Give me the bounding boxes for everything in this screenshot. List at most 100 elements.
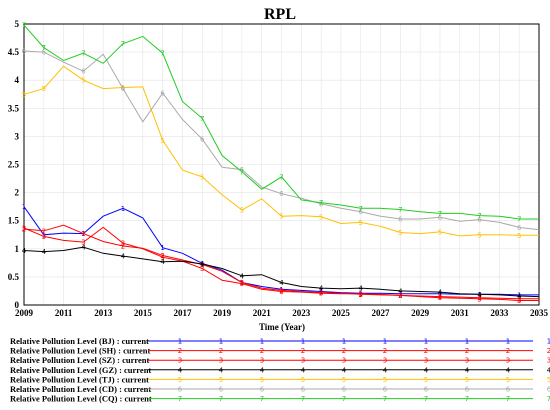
legend-entry-label: Relative Pollution Level (CQ) : current	[10, 394, 152, 404]
legend-entry-marker: 7	[342, 395, 346, 403]
y-tick-label: 1.5	[8, 216, 20, 226]
legend-entry-marker: 1	[547, 338, 550, 346]
series-marker: 1	[438, 290, 442, 298]
legend-entry-marker: 6	[547, 386, 550, 394]
legend-entry-marker: 2	[178, 347, 182, 355]
series-marker: 4	[398, 287, 403, 295]
legend-entry-marker: 1	[465, 338, 469, 346]
series-marker: 2	[200, 261, 204, 269]
x-tick-label: 2011	[55, 308, 73, 318]
legend-entry-marker: 3	[342, 357, 346, 365]
legend-entry-marker: 6	[506, 386, 511, 394]
series-marker: 2	[398, 292, 402, 300]
series-marker: 5	[319, 213, 323, 221]
legend-entry-marker: 4	[260, 366, 265, 374]
series-marker: 6	[81, 68, 86, 76]
series-marker: 1	[319, 288, 323, 296]
legend-entry-marker: 4	[219, 366, 224, 374]
legend-entry-marker: 5	[342, 376, 346, 384]
series-marker: 3	[160, 254, 164, 262]
legend-entry-marker: 2	[219, 347, 223, 355]
legend-entry-label: Relative Pollution Level (SH) : current	[10, 346, 150, 356]
series-marker: 4	[200, 260, 205, 268]
series-marker: 3	[398, 292, 402, 300]
legend-entry-label: Relative Pollution Level (GZ) : current	[10, 365, 151, 375]
series-marker: 1	[398, 290, 402, 298]
series-line-2	[23, 224, 539, 300]
legend-entry-marker: 6	[301, 386, 306, 394]
series-marker: 7	[22, 22, 26, 30]
chart-title: RPL	[264, 6, 296, 23]
series-marker: 5	[42, 85, 46, 93]
x-tick-label: 2013	[94, 308, 113, 318]
y-tick-label: 4	[15, 75, 20, 85]
y-tick-label: 2.5	[8, 160, 20, 170]
y-tick-label: 0	[15, 300, 20, 310]
series-marker: 4	[22, 247, 27, 255]
plot-frame	[23, 23, 540, 306]
legend-entry-marker: 1	[383, 338, 387, 346]
series-marker: 1	[42, 231, 46, 239]
series-marker: 7	[319, 199, 323, 207]
legend-entry-marker: 3	[383, 357, 387, 365]
series-marker: 3	[121, 240, 125, 248]
series-marker: 1	[517, 291, 521, 299]
legend-entry-marker: 7	[383, 395, 387, 403]
series-marker: 4	[358, 285, 363, 293]
series-line-3	[23, 226, 539, 301]
x-axis-label: Time (Year)	[259, 322, 305, 332]
series-marker: 6	[398, 216, 403, 224]
series-marker: 1	[279, 286, 283, 294]
series-marker: 3	[517, 297, 521, 305]
legend-entry-label: Relative Pollution Level (BJ) : current	[10, 336, 149, 346]
series-line-7	[23, 24, 539, 220]
legend-entry-marker: 4	[424, 366, 429, 374]
x-tick-label: 2019	[213, 308, 232, 318]
legend-entry-marker: 6	[383, 386, 388, 394]
series-marker: 1	[160, 244, 164, 252]
series-marker: 5	[22, 91, 26, 99]
legend-entry-marker: 2	[465, 347, 469, 355]
series-marker: 7	[279, 173, 283, 181]
grid	[23, 23, 540, 306]
series-marker: 6	[319, 200, 324, 208]
series-marker: 2	[358, 291, 362, 299]
series-marker: 6	[279, 190, 284, 198]
series-marker: 4	[279, 279, 284, 287]
x-tick-label: 2017	[173, 308, 192, 318]
x-tick-label: 2031	[451, 308, 470, 318]
series-marker: 3	[477, 295, 481, 303]
series-marker: 4	[81, 244, 86, 252]
series-marker: 7	[160, 50, 164, 58]
series-marker: 6	[121, 85, 126, 93]
series-marker: 7	[517, 216, 521, 224]
series-marker: 6	[240, 166, 245, 174]
legend-entry-marker: 5	[465, 376, 469, 384]
series-marker: 3	[438, 294, 442, 302]
legend-entry-marker: 4	[178, 366, 183, 374]
series-line-1	[23, 206, 539, 296]
legend-entry-marker: 6	[178, 386, 183, 394]
x-tick-label: 2025	[332, 308, 351, 318]
legend-entry-marker: 4	[301, 366, 306, 374]
y-tick-label: 5	[15, 19, 20, 29]
legend-entry-marker: 4	[342, 366, 347, 374]
series-marker: 2	[22, 226, 26, 234]
series-marker: 6	[200, 136, 205, 144]
series-marker: 3	[319, 290, 323, 298]
series-marker: 7	[358, 205, 362, 213]
y-tick-label: 3	[15, 131, 20, 141]
legend-entry-marker: 6	[219, 386, 224, 394]
series-marker: 2	[121, 242, 125, 250]
series-marker: 5	[398, 229, 402, 237]
legend-entry-marker: 7	[424, 395, 428, 403]
series-marker: 1	[121, 205, 125, 213]
series-marker: 3	[240, 280, 244, 288]
y-tick-label: 1	[15, 244, 20, 254]
series-line-5	[23, 65, 539, 237]
series-marker: 3	[81, 239, 85, 247]
legend-entry-marker: 2	[424, 347, 428, 355]
series-marker: 2	[81, 230, 85, 238]
legend-entry-marker: 3	[178, 357, 182, 365]
series-marker: 4	[517, 293, 522, 301]
